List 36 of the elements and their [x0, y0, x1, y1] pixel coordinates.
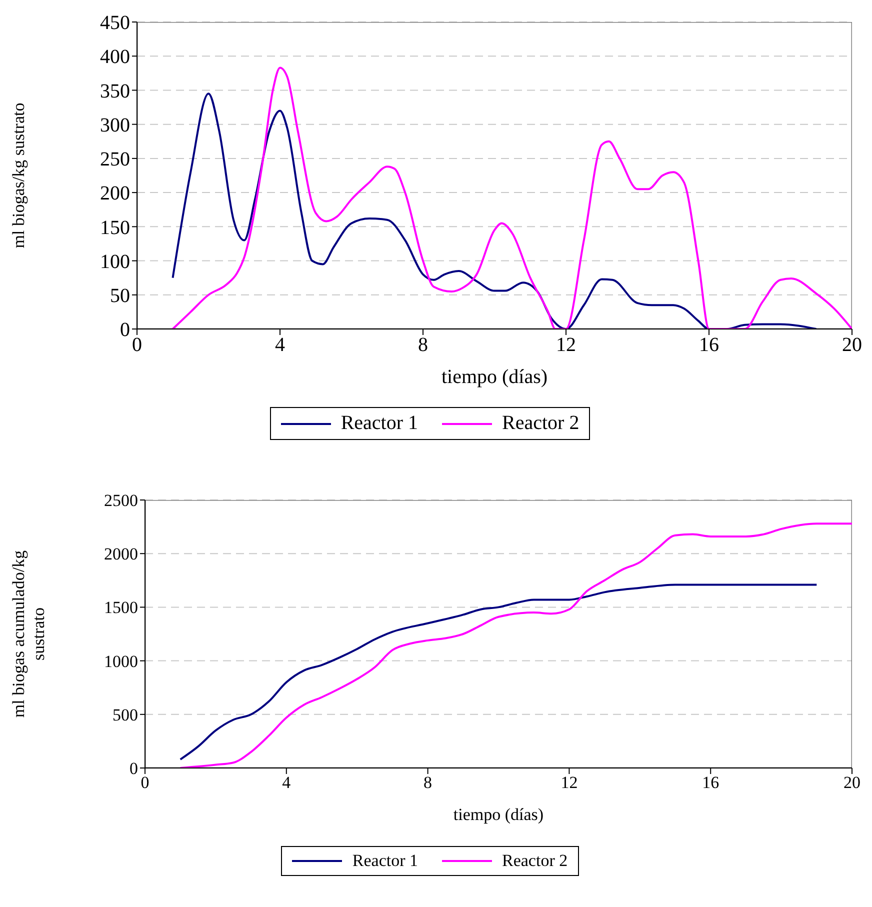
legend-label: Reactor 1 — [352, 851, 418, 871]
y-axis-title: ml biogas/kg sustrato — [9, 102, 28, 248]
legend-label: Reactor 2 — [502, 412, 580, 435]
legend-label: Reactor 1 — [340, 412, 418, 435]
x-tick-label: 16 — [702, 773, 720, 792]
y-tick-label: 2000 — [104, 544, 138, 564]
x-tick-label: 12 — [556, 334, 576, 356]
x-tick-label: 20 — [844, 773, 860, 792]
y-tick-label: 500 — [112, 705, 138, 724]
x-tick-label: 8 — [424, 773, 432, 792]
y-tick-label: 400 — [100, 46, 130, 68]
y-tick-label: 350 — [100, 80, 130, 102]
y-tick-label: 100 — [100, 250, 130, 273]
x-tick-label: 4 — [282, 773, 292, 792]
y-tick-label: 300 — [100, 114, 130, 136]
x-tick-label: 12 — [560, 773, 578, 792]
y-tick-label: 150 — [100, 216, 130, 239]
line-series — [179, 584, 818, 760]
x-tick-label: 4 — [275, 334, 285, 356]
y-tick-label: 1500 — [104, 598, 138, 618]
x-tick-label: 8 — [418, 334, 428, 356]
y-tick-label: 200 — [100, 182, 130, 205]
x-tick-label: 20 — [842, 334, 862, 356]
y-tick-label: 250 — [100, 148, 130, 171]
y-tick-label: 50 — [110, 284, 130, 307]
x-tick-label: 16 — [699, 334, 719, 356]
y-tick-label: 0 — [120, 319, 130, 342]
y-axis-title: ml biogas acumulado/kg sustrato — [9, 550, 48, 718]
line-series — [179, 522, 852, 768]
y-tick-label: 1000 — [104, 652, 138, 671]
y-tick-label: 0 — [130, 759, 138, 778]
x-axis-title: tiempo (días) — [441, 366, 548, 388]
legend-label: Reactor 2 — [502, 851, 568, 871]
y-tick-label: 450 — [100, 12, 130, 34]
x-axis-title: tiempo (días) — [453, 805, 544, 824]
y-tick-label: 2500 — [104, 491, 138, 510]
